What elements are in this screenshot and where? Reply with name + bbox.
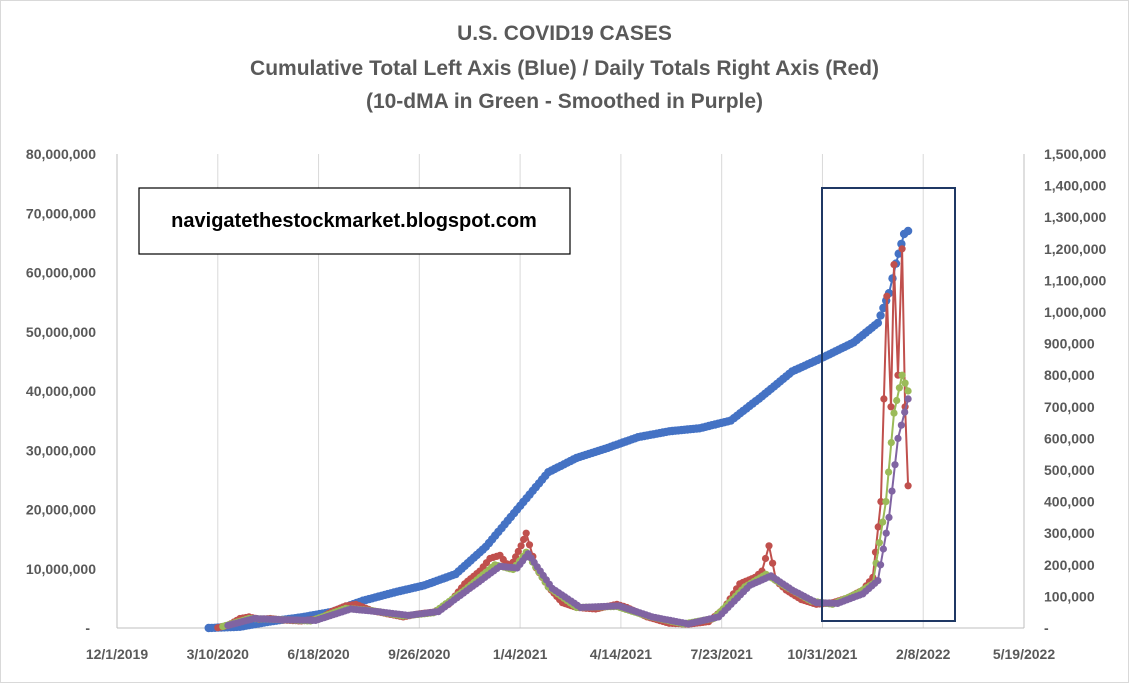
y-left-tick-label: 50,000,000 xyxy=(26,324,96,340)
series-point xyxy=(888,487,896,495)
series-point xyxy=(879,545,888,553)
series-point xyxy=(514,547,522,556)
y-left-tick-label: - xyxy=(85,620,90,636)
series-point xyxy=(517,542,525,550)
y-right-tick-label: 1,400,000 xyxy=(1044,178,1106,194)
series-point xyxy=(874,523,882,531)
x-tick-label: 12/1/2019 xyxy=(86,646,148,662)
series-2 xyxy=(219,371,912,631)
series-point xyxy=(882,498,890,506)
series-line xyxy=(227,398,910,627)
series-point xyxy=(891,461,899,469)
series-point xyxy=(885,468,893,476)
series-point xyxy=(769,559,777,567)
series-point xyxy=(885,513,893,522)
series-point xyxy=(876,311,885,320)
series-point xyxy=(887,439,895,447)
y-right-tick-label: 1,300,000 xyxy=(1044,209,1106,225)
tick-labels: 12/1/2019 3/10/2020 6/18/2020 9/26/2020 1/4/… xyxy=(26,146,1107,662)
annotation-text: navigatethestockmarket.blogspot.com xyxy=(171,210,537,232)
y-right-tick-label: 100,000 xyxy=(1044,588,1095,604)
y-right-tick-label: 300,000 xyxy=(1044,525,1095,541)
series-point xyxy=(904,395,912,403)
series-point xyxy=(874,577,882,585)
chart-subtitle-2: (10-dMA in Green - Smoothed in Purple) xyxy=(365,90,764,113)
series-point xyxy=(520,535,528,544)
series-point xyxy=(882,529,890,537)
chart-subtitle: Cumulative Total Left Axis (Blue) / Dail… xyxy=(250,57,879,80)
series-point xyxy=(875,539,884,547)
y-right-tick-label: - xyxy=(1044,620,1049,636)
x-tick-label: 5/19/2022 xyxy=(993,646,1055,662)
series-point xyxy=(765,542,773,550)
annotation-box xyxy=(138,187,571,255)
series-point xyxy=(901,379,909,387)
series-point xyxy=(525,541,534,549)
series-point xyxy=(898,371,906,379)
x-tick-label: 7/23/2021 xyxy=(691,646,753,662)
series-point xyxy=(904,387,912,395)
x-tick-label: 2/8/2022 xyxy=(896,646,951,662)
series-point xyxy=(877,561,885,569)
x-tick-label: 10/31/2021 xyxy=(787,646,857,662)
x-tick-label: 6/18/2020 xyxy=(287,646,349,662)
series-point xyxy=(887,403,895,411)
series-line xyxy=(208,230,909,629)
series-point xyxy=(522,529,530,537)
y-left-tick-label: 10,000,000 xyxy=(26,561,96,577)
x-tick-label: 3/10/2020 xyxy=(187,646,249,662)
y-right-tick-label: 900,000 xyxy=(1044,336,1095,352)
series-point xyxy=(893,396,901,405)
series-0 xyxy=(204,226,913,633)
series-point xyxy=(890,261,898,269)
series-line xyxy=(217,248,910,629)
series-point xyxy=(879,518,887,526)
y-right-tick-label: 600,000 xyxy=(1044,430,1095,446)
y-left-tick-label: 70,000,000 xyxy=(26,205,96,221)
y-right-tick-label: 1,200,000 xyxy=(1044,241,1106,257)
y-right-tick-label: 1,500,000 xyxy=(1044,146,1106,162)
x-tick-label: 9/26/2020 xyxy=(388,646,450,662)
series-point xyxy=(890,409,898,417)
y-left-tick-label: 30,000,000 xyxy=(26,442,96,458)
series-point xyxy=(761,554,770,563)
series-3 xyxy=(224,395,912,630)
series-point xyxy=(895,384,904,392)
axes xyxy=(116,154,1025,629)
series-point xyxy=(903,226,913,236)
series-point xyxy=(901,408,909,416)
y-left-tick-label: 20,000,000 xyxy=(26,502,96,518)
series-point xyxy=(898,245,906,253)
series-point xyxy=(877,498,885,506)
y-right-tick-label: 800,000 xyxy=(1044,367,1095,383)
y-right-tick-label: 1,000,000 xyxy=(1044,304,1106,320)
chart-title: U.S. COVID19 CASES xyxy=(457,22,672,45)
highlight-box xyxy=(821,187,956,622)
series-point xyxy=(897,421,906,429)
y-left-tick-label: 40,000,000 xyxy=(26,383,96,399)
series-point xyxy=(904,482,912,490)
y-right-tick-label: 500,000 xyxy=(1044,462,1095,478)
y-left-tick-label: 60,000,000 xyxy=(26,265,96,281)
series-point xyxy=(873,318,883,328)
y-right-tick-label: 1,100,000 xyxy=(1044,272,1106,288)
y-right-tick-label: 700,000 xyxy=(1044,399,1095,415)
y-left-tick-label: 80,000,000 xyxy=(26,146,96,162)
y-right-tick-label: 400,000 xyxy=(1044,494,1095,510)
x-tick-label: 1/4/2021 xyxy=(493,646,548,662)
series-point xyxy=(883,292,891,300)
x-tick-label: 4/14/2021 xyxy=(590,646,652,662)
y-right-tick-label: 200,000 xyxy=(1044,557,1095,573)
series-point xyxy=(880,395,888,403)
series-layer xyxy=(204,226,913,633)
series-line xyxy=(222,371,910,628)
series-point xyxy=(894,434,902,442)
